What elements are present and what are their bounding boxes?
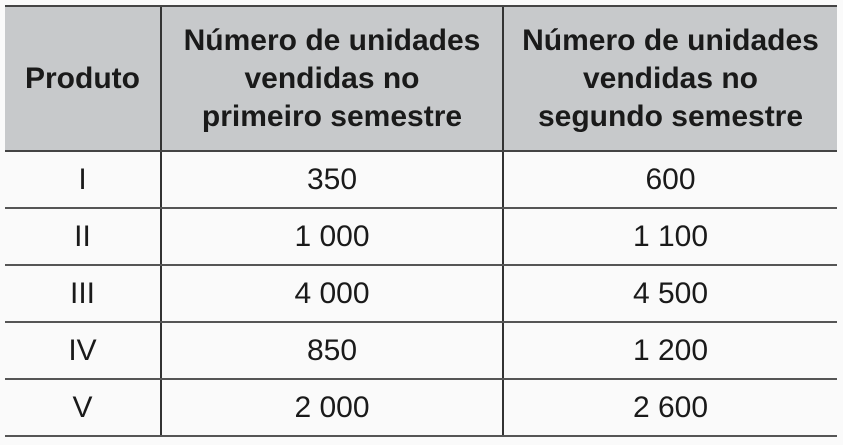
second-semester-cell: 4 500 [502,265,837,323]
table-row: I 350 600 [5,151,837,209]
product-cell: I [5,151,161,209]
header-line: vendidas no [244,61,420,95]
second-semester-cell: 1 200 [502,322,837,380]
second-semester-cell: 1 100 [502,208,837,266]
first-semester-cell: 1 000 [160,208,503,266]
header-line: vendidas no [582,61,759,95]
product-cell: IV [5,322,161,380]
sales-table: Produto Número de unidades vendidas no p… [5,5,837,437]
second-semester-cell: 600 [502,151,837,209]
product-cell: V [5,379,161,437]
header-row: Produto Número de unidades vendidas no p… [5,5,837,152]
header-produto: Produto [5,5,161,152]
product-cell: III [5,265,161,323]
table-row: V 2 000 2 600 [5,379,837,437]
header-second-semester: Número de unidades vendidas no segundo s… [502,5,837,152]
first-semester-cell: 4 000 [160,265,503,323]
header-line: segundo semestre [537,99,804,133]
header-line: Número de unidades [183,23,481,57]
first-semester-cell: 850 [160,322,503,380]
table-row: III 4 000 4 500 [5,265,837,323]
header-first-semester: Número de unidades vendidas no primeiro … [160,5,503,152]
header-line: Número de unidades [522,23,819,57]
product-cell: II [5,208,161,266]
first-semester-cell: 350 [160,151,503,209]
table-row: II 1 000 1 100 [5,208,837,266]
table-row: IV 850 1 200 [5,322,837,380]
header-line: primeiro semestre [201,99,463,133]
first-semester-cell: 2 000 [160,379,503,437]
second-semester-cell: 2 600 [502,379,837,437]
header-line: Produto [25,61,140,95]
